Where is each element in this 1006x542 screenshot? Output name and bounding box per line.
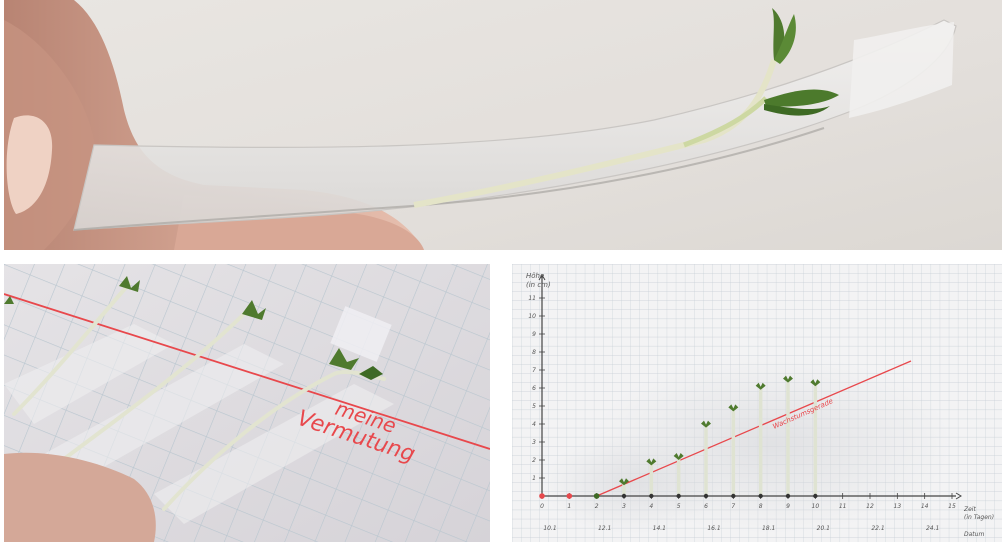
- seedling-leaves: [728, 404, 739, 412]
- seedling-leaves: [755, 382, 766, 390]
- x-tick-label: 14: [921, 503, 929, 510]
- chart-axes: [538, 274, 962, 500]
- x-axis-arrow: [955, 492, 962, 500]
- x-tick-label: 7: [731, 503, 735, 510]
- y-tick-label: 6: [532, 385, 536, 392]
- thumbnail-nail: [6, 115, 53, 214]
- y-tick-label: 11: [528, 295, 536, 302]
- seedling-leaves: [673, 453, 684, 460]
- date-tick-label: 12.1: [598, 525, 611, 532]
- y-tick-label: 5: [532, 403, 536, 410]
- y-tick-label: 2: [532, 457, 536, 464]
- date-tick-label: 10.1: [543, 525, 556, 532]
- y-tick-label: 10: [528, 313, 536, 320]
- red-hypothesis-line: [4, 293, 490, 450]
- chart-marks: [539, 375, 821, 499]
- seedling-leaves: [619, 478, 629, 486]
- bottom-left-photo: meine Vermutung: [4, 264, 490, 542]
- y-axis-label-line2: (in cm): [526, 281, 551, 289]
- bottom-right-photo: 0 1 2 3 4 5 6 7 8 9 10 11 12 13 14 15 1 2 3 4 5 6 7 8 9 10 11 10.1 1…: [512, 264, 1002, 542]
- seedling-leaves: [783, 375, 793, 383]
- data-point: [813, 493, 818, 499]
- date-tick-label: 22.1: [871, 525, 884, 532]
- date-axis-label: Datum: [964, 531, 984, 538]
- date-tick-label: 14.1: [653, 525, 666, 532]
- x-tick-label: 0: [540, 503, 544, 510]
- x-axis-label: Zeit (in Tagen): [963, 506, 994, 521]
- top-photo: [4, 0, 1002, 250]
- y-tick-label: 4: [532, 421, 536, 428]
- x-tick-label: 5: [677, 503, 681, 510]
- y-axis-arrow: [538, 274, 546, 281]
- seedling-leaves: [810, 379, 821, 387]
- x-tick-label: 9: [786, 503, 790, 510]
- y-axis-label: Höhe (in cm): [526, 272, 551, 289]
- data-point: [758, 493, 763, 499]
- seedling-leaves: [701, 420, 711, 428]
- x-tick-label: 1: [567, 503, 571, 510]
- x-tick-label: 8: [759, 503, 763, 510]
- data-point: [649, 493, 654, 499]
- x-tick-label: 6: [704, 503, 708, 510]
- x-tick-label: 13: [894, 503, 902, 510]
- x-tick-label: 15: [948, 503, 956, 510]
- y-tick-label: 9: [532, 331, 536, 338]
- data-point: [621, 493, 627, 499]
- date-tick-label: 16.1: [707, 525, 720, 532]
- date-tick-label: 18.1: [762, 525, 775, 532]
- y-tick-label: 7: [532, 367, 536, 374]
- seedlings: [4, 276, 386, 511]
- x-tick-label: 4: [649, 503, 653, 510]
- data-point: [593, 493, 600, 499]
- y-tick-label: 3: [532, 439, 536, 446]
- y-tick-label: 8: [532, 349, 536, 356]
- x-tick-label: 10: [812, 503, 820, 510]
- data-point: [703, 493, 709, 499]
- y-axis-label-line1: Höhe: [526, 272, 544, 280]
- bottom-left-canvas: meine Vermutung: [4, 264, 490, 542]
- seedling-leaves: [646, 458, 657, 466]
- data-point: [785, 493, 791, 499]
- x-axis-label-line1: Zeit: [963, 506, 976, 513]
- data-point: [566, 493, 573, 499]
- date-tick-label: 24.1: [926, 525, 939, 532]
- date-tick-label: 20.1: [817, 525, 830, 532]
- trend-line: [596, 360, 912, 497]
- data-point: [731, 493, 736, 499]
- x-axis-label-line2: (in Tagen): [964, 514, 994, 521]
- x-tick-label: 2: [595, 503, 599, 510]
- seedling: [413, 8, 839, 208]
- chart-trend-line: [596, 360, 912, 497]
- top-photo-canvas: [4, 0, 1002, 250]
- data-point: [539, 493, 545, 499]
- x-tick-label: 3: [622, 503, 626, 510]
- tape: [849, 22, 954, 118]
- x-tick-label: 12: [866, 503, 874, 510]
- x-tick-label: 11: [839, 503, 847, 510]
- finger: [4, 452, 156, 542]
- y-tick-label: 1: [532, 475, 536, 482]
- data-point: [676, 493, 681, 499]
